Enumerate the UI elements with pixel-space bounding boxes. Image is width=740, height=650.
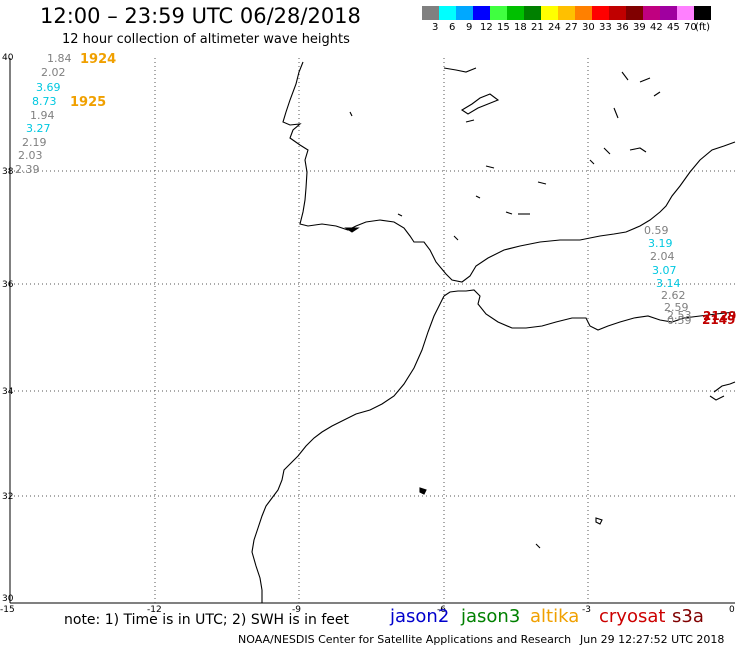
pass-time-label: 1925 — [70, 95, 106, 110]
color-swatch — [456, 6, 473, 20]
color-scale-label: 36 — [616, 22, 629, 33]
wave-height-label: 2.53 — [667, 309, 692, 322]
color-scale-label: 3 — [432, 22, 439, 33]
color-swatch — [592, 6, 609, 20]
legend-jason3: jason3 — [461, 606, 521, 627]
wave-height-label: 2.59 — [664, 301, 689, 314]
color-swatch — [422, 6, 439, 20]
pass-time-label: 2149 — [702, 313, 735, 327]
color-scale-label: 12 — [480, 22, 493, 33]
page-subtitle: 12 hour collection of altimeter wave hei… — [62, 32, 350, 47]
color-scale-label: 18 — [514, 22, 527, 33]
x-tick--12: -12 — [147, 605, 162, 615]
x-tick--3: -3 — [582, 605, 591, 615]
wave-height-label: 1.94 — [30, 109, 55, 122]
color-scale-label: 33 — [599, 22, 612, 33]
time-labels-east: 2129 2149 — [702, 309, 736, 327]
legend-s3a: s3a — [672, 606, 704, 627]
color-swatch — [575, 6, 592, 20]
wave-height-label: 2.02 — [41, 66, 66, 79]
color-swatch — [626, 6, 643, 20]
y-tick-32: 32 — [2, 492, 13, 502]
color-scale-label: 21 — [531, 22, 544, 33]
y-tick-36: 36 — [2, 280, 14, 290]
footer-agency: NOAA/NESDIS Center for Satellite Applica… — [238, 633, 572, 646]
wave-height-label: 2.19 — [22, 136, 47, 149]
x-tick--6: -6 — [437, 605, 446, 615]
color-swatch — [473, 6, 490, 20]
color-scale — [422, 6, 711, 20]
color-swatch — [490, 6, 507, 20]
color-scale-label: 30 — [582, 22, 595, 33]
y-tick-34: 34 — [2, 387, 14, 397]
pass-time-label: 1924 — [80, 52, 116, 67]
track-east: 0.59 3.19 2.04 3.07 3.14 2.62 2.59 2.53 … — [644, 224, 692, 327]
color-scale-label: 39 — [633, 22, 646, 33]
wave-height-label: 2.62 — [661, 289, 686, 302]
x-tick--15: -15 — [0, 605, 15, 615]
color-swatch — [609, 6, 626, 20]
time-labels-west: 1924 1925 — [70, 52, 116, 110]
wave-height-label: 1.84 — [47, 52, 72, 65]
color-scale-label: 45 — [667, 22, 680, 33]
wave-height-label: 3.19 — [648, 237, 673, 250]
page-title: 12:00 – 23:59 UTC 06/28/2018 — [40, 4, 361, 28]
footer-timestamp: Jun 29 12:27:52 UTC 2018 — [580, 633, 725, 646]
color-swatch — [439, 6, 456, 20]
y-tick-40: 40 — [2, 53, 14, 63]
wave-height-label: 2.04 — [650, 250, 675, 263]
color-swatch — [541, 6, 558, 20]
wave-height-label: 0.59 — [644, 224, 669, 237]
x-tick-0: 0 — [729, 605, 735, 615]
y-tick-30: 30 — [2, 594, 14, 604]
track-west: 1.84 2.02 3.69 8.73 1.94 3.27 2.19 2.03 … — [15, 52, 72, 176]
color-scale-label: 70 — [684, 22, 697, 33]
color-swatch — [507, 6, 524, 20]
coastline — [251, 61, 736, 603]
color-scale-label: (ft) — [695, 22, 711, 33]
islands — [344, 67, 661, 549]
color-swatch — [643, 6, 660, 20]
wave-height-label: 2.03 — [18, 149, 43, 162]
wave-height-label: 2.39 — [15, 163, 40, 176]
wave-height-label: 0.59 — [667, 314, 692, 327]
wave-height-label: 3.07 — [652, 264, 677, 277]
color-scale-label: 9 — [466, 22, 473, 33]
color-swatch — [660, 6, 677, 20]
legend-cryosat: cryosat — [599, 606, 666, 627]
color-scale-label: 15 — [497, 22, 510, 33]
wave-height-label: 3.69 — [36, 81, 61, 94]
color-swatch — [524, 6, 541, 20]
color-scale-label: 24 — [548, 22, 561, 33]
wave-height-label: 3.27 — [26, 122, 51, 135]
legend-altika: altika — [530, 606, 580, 627]
y-tick-38: 38 — [2, 167, 14, 177]
wave-height-label: 3.14 — [656, 277, 681, 290]
color-swatch — [558, 6, 575, 20]
color-swatch — [694, 6, 711, 20]
color-scale-label: 6 — [449, 22, 456, 33]
note-text: note: 1) Time is in UTC; 2) SWH is in fe… — [64, 612, 350, 628]
color-scale-label: 42 — [650, 22, 663, 33]
color-swatch — [677, 6, 694, 20]
axis-labels: 40 38 36 34 32 30 -15 -12 -9 -6 -3 0 — [0, 53, 735, 615]
x-tick--9: -9 — [292, 605, 301, 615]
wave-height-label: 8.73 — [32, 95, 57, 108]
pass-time-label: 2129 — [703, 309, 736, 323]
graticule — [10, 58, 735, 603]
color-scale-label: 27 — [565, 22, 578, 33]
legend-jason2: jason2 — [390, 606, 450, 627]
